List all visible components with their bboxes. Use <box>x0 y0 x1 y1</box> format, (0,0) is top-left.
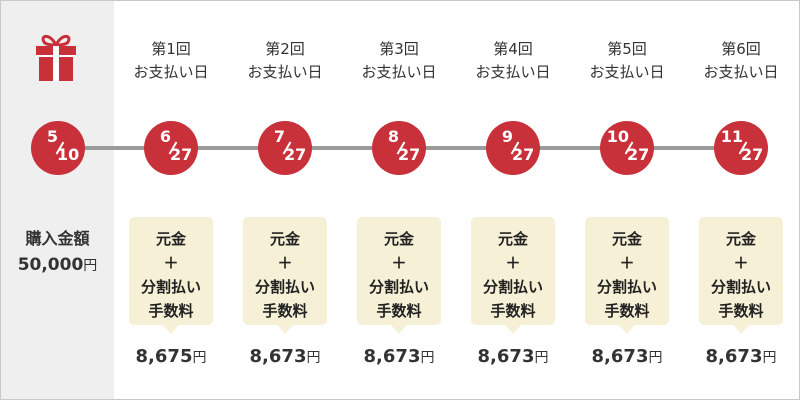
purchase-date-month: 5 <box>46 127 58 146</box>
payment-date-month: 11 <box>720 127 743 146</box>
payment-date-circle: 7 27 <box>258 121 312 175</box>
fee-plus: ＋ <box>163 254 179 272</box>
payment-date-label: お支払い日 <box>361 63 437 81</box>
fee-box-pointer <box>163 325 179 334</box>
payment-amount: 8,673円 <box>456 346 570 367</box>
payment-date-month: 9 <box>501 127 513 146</box>
payment-amount-unit: 円 <box>762 350 777 366</box>
fee-breakdown-box: 元金 ＋ 分割払い 手数料 <box>243 217 327 334</box>
purchase-amount-unit: 円 <box>83 258 98 274</box>
fee-installment: 分割払い <box>368 278 429 296</box>
gift-icon <box>36 34 76 81</box>
payment-header: 第5回 お支払い日 <box>570 38 684 84</box>
payment-date-day: 27 <box>627 145 650 164</box>
fee-breakdown-box: 元金 ＋ 分割払い 手数料 <box>129 217 213 334</box>
payment-amount-value: 8,673 <box>477 346 535 367</box>
payment-number: 第4回 <box>493 40 533 58</box>
fee-charge: 手数料 <box>718 302 764 320</box>
payment-amount-unit: 円 <box>648 350 663 366</box>
fee-breakdown-box: 元金 ＋ 分割払い 手数料 <box>357 217 441 334</box>
fee-plus: ＋ <box>733 254 749 272</box>
fee-installment: 分割払い <box>140 278 201 296</box>
payment-amount-value: 8,673 <box>249 346 307 367</box>
payment-amount: 8,673円 <box>342 346 456 367</box>
payment-amount: 8,673円 <box>570 346 684 367</box>
payment-amount-value: 8,673 <box>705 346 763 367</box>
fee-principal: 元金 <box>155 230 186 248</box>
fee-box-pointer <box>277 325 293 334</box>
payment-date-label: お支払い日 <box>475 63 551 81</box>
payment-date-circle: 8 27 <box>372 121 426 175</box>
payment-date-label: お支払い日 <box>247 63 323 81</box>
payment-amount-value: 8,675 <box>135 346 193 367</box>
payment-date-circle: 9 27 <box>486 121 540 175</box>
payment-number: 第3回 <box>379 40 419 58</box>
payment-date-circle: 6 27 <box>144 121 198 175</box>
payment-date-circle: 11 27 <box>714 121 768 175</box>
payment-date-day: 27 <box>170 145 193 164</box>
purchase-amount-label: 購入金額 <box>25 229 90 248</box>
fee-box-pointer <box>733 325 749 334</box>
fee-principal: 元金 <box>725 230 756 248</box>
fee-installment: 分割払い <box>482 278 543 296</box>
fee-principal: 元金 <box>269 230 300 248</box>
payment-date-day: 27 <box>284 145 307 164</box>
payment-header: 第3回 お支払い日 <box>342 38 456 84</box>
payment-number: 第2回 <box>265 40 305 58</box>
payment-header: 第6回 お支払い日 <box>684 38 798 84</box>
payment-amount: 8,673円 <box>684 346 798 367</box>
payment-header: 第2回 お支払い日 <box>228 38 342 84</box>
fee-charge: 手数料 <box>490 302 536 320</box>
payment-number: 第6回 <box>721 40 761 58</box>
fee-principal: 元金 <box>497 230 528 248</box>
fee-charge: 手数料 <box>376 302 422 320</box>
purchase-date-circle: 5 10 <box>31 121 85 175</box>
payment-header: 第4回 お支払い日 <box>456 38 570 84</box>
fee-installment: 分割払い <box>596 278 657 296</box>
fee-box-pointer <box>619 325 635 334</box>
fee-breakdown-box: 元金 ＋ 分割払い 手数料 <box>699 217 783 334</box>
fee-installment: 分割払い <box>254 278 315 296</box>
payment-date-circle: 10 27 <box>600 121 654 175</box>
payment-date-label: お支払い日 <box>589 63 665 81</box>
payment-date-month: 6 <box>159 127 171 146</box>
fee-installment: 分割払い <box>710 278 771 296</box>
fee-principal: 元金 <box>611 230 642 248</box>
fee-plus: ＋ <box>505 254 521 272</box>
payment-date-month: 7 <box>273 127 285 146</box>
payment-date-day: 27 <box>741 145 764 164</box>
fee-box-pointer <box>391 325 407 334</box>
fee-box-pointer <box>505 325 521 334</box>
payment-amount-unit: 円 <box>420 350 435 366</box>
payment-date-day: 27 <box>398 145 421 164</box>
fee-charge: 手数料 <box>148 302 194 320</box>
payment-date-month: 8 <box>387 127 399 146</box>
payment-amount-value: 8,673 <box>363 346 421 367</box>
payment-amount-unit: 円 <box>192 350 207 366</box>
payment-amount-value: 8,673 <box>591 346 649 367</box>
payment-amount-unit: 円 <box>306 350 321 366</box>
payment-date-label: お支払い日 <box>703 63 779 81</box>
payment-date-month: 10 <box>606 127 629 146</box>
fee-breakdown-box: 元金 ＋ 分割払い 手数料 <box>585 217 669 334</box>
payment-amount: 8,673円 <box>228 346 342 367</box>
payment-number: 第1回 <box>151 40 191 58</box>
payment-header: 第1回 お支払い日 <box>114 38 228 84</box>
purchase-date-day: 10 <box>57 145 80 164</box>
fee-plus: ＋ <box>619 254 635 272</box>
fee-charge: 手数料 <box>262 302 308 320</box>
payment-date-label: お支払い日 <box>133 63 209 81</box>
fee-plus: ＋ <box>391 254 407 272</box>
payment-number: 第5回 <box>607 40 647 58</box>
purchase-amount: 50,000円 <box>1 255 114 275</box>
fee-charge: 手数料 <box>604 302 650 320</box>
fee-breakdown-box: 元金 ＋ 分割払い 手数料 <box>471 217 555 334</box>
fee-principal: 元金 <box>383 230 414 248</box>
fee-plus: ＋ <box>277 254 293 272</box>
payment-amount: 8,675円 <box>114 346 228 367</box>
purchase-amount-value: 50,000 <box>17 255 84 275</box>
payment-date-day: 27 <box>512 145 535 164</box>
payment-amount-unit: 円 <box>534 350 549 366</box>
